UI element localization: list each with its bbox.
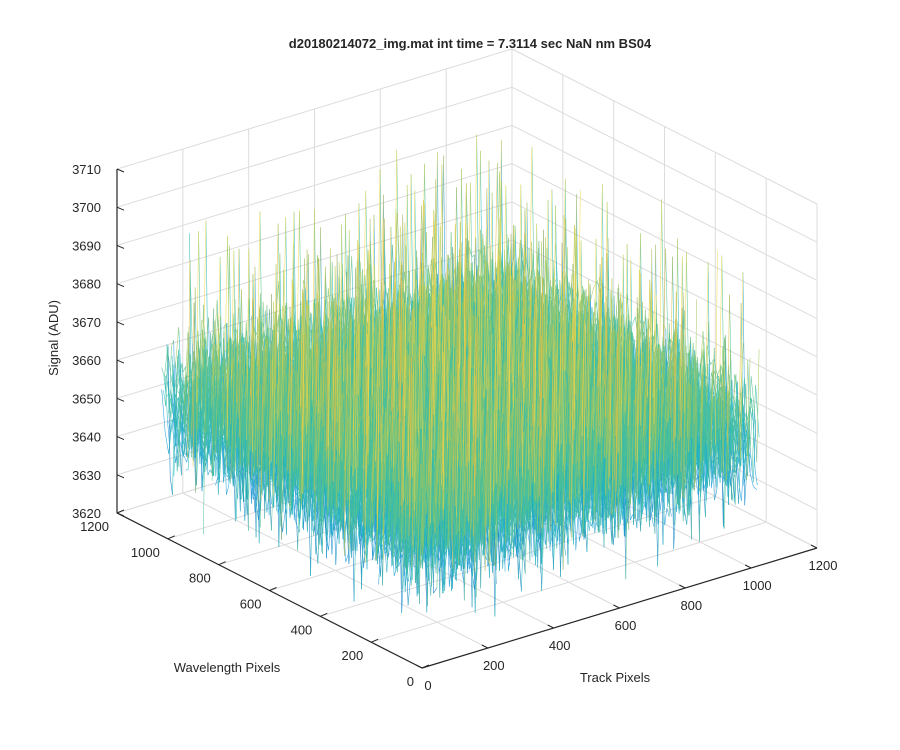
x-tick-label: 200 (483, 658, 505, 673)
x-tick-mark (679, 584, 686, 589)
z-tick-mark (116, 436, 125, 441)
z-tick-label: 3660 (72, 353, 101, 368)
y-tick-mark (167, 535, 175, 540)
x-tick-mark (613, 604, 620, 609)
y-tick-label: 200 (341, 648, 363, 663)
surface-series (196, 134, 744, 565)
grid-line (511, 48, 818, 205)
z-tick-mark (116, 321, 125, 326)
z-tick-mark (116, 512, 125, 517)
z-tick-mark (116, 397, 125, 402)
grid-line (511, 239, 818, 396)
grid-line (511, 124, 818, 281)
z-axis-label: Signal (ADU) (46, 300, 61, 376)
x-tick-label: 1200 (809, 558, 838, 573)
x-tick-label: 1000 (743, 578, 772, 593)
z-tick-label: 3690 (72, 238, 101, 253)
axes-lines (116, 168, 818, 669)
y-tick-mark (320, 612, 328, 617)
x-tick-mark (744, 564, 752, 569)
z-tick-label: 3630 (72, 468, 101, 483)
x-tick-label: 0 (424, 678, 431, 693)
z-tick-label: 3640 (72, 430, 101, 445)
y-tick-label: 1000 (131, 545, 160, 560)
z-tick-label: 3670 (72, 315, 101, 330)
y-tick-label: 1200 (80, 519, 109, 534)
tick-labels: 0 200 400 600 800 1000 1200 0 200 400 600 800 1000 12… (72, 162, 837, 693)
x-tick-mark (547, 624, 554, 629)
grid-line (511, 163, 818, 320)
grid-line (116, 201, 513, 323)
grid-line (511, 86, 818, 243)
x-tick-mark (481, 644, 489, 649)
z-tick-label: 3620 (72, 506, 101, 521)
y-axis-label: Wavelength Pixels (174, 660, 281, 675)
x-tick-mark (810, 544, 818, 549)
surface-data (161, 134, 760, 617)
x-axis-label: Track Pixels (580, 670, 651, 685)
z-tick-mark (116, 168, 125, 173)
y-tick-label: 800 (189, 571, 211, 586)
y-tick-label: 400 (291, 622, 313, 637)
x-tick-mark (415, 664, 423, 669)
z-tick-mark (116, 244, 125, 249)
z-tick-mark (116, 283, 125, 288)
grid-line (371, 521, 767, 643)
z-tick-label: 3710 (72, 162, 101, 177)
y-tick-mark (218, 561, 226, 566)
grid-line (116, 124, 513, 246)
x-tick-label: 600 (615, 618, 637, 633)
x-tick-label: 800 (680, 598, 702, 613)
y-tick-label: 0 (407, 674, 414, 689)
chart-title: d20180214072_img.mat int time = 7.3114 s… (289, 36, 652, 51)
y-tick-mark (269, 587, 277, 591)
y-tick-label: 600 (240, 597, 262, 612)
y-tick-mark (116, 509, 125, 514)
z-tick-mark (116, 359, 125, 364)
x-tick-label: 400 (549, 638, 571, 653)
z-tick-label: 3680 (72, 277, 101, 292)
y-tick-mark (421, 664, 430, 669)
z-tick-mark (116, 206, 125, 211)
grid-line (511, 201, 818, 358)
z-tick-mark (116, 474, 125, 479)
grid-line (116, 48, 513, 170)
z-tick-label: 3650 (72, 391, 101, 406)
y-tick-mark (371, 638, 379, 643)
grid-line (116, 86, 513, 208)
surface-series (187, 162, 742, 571)
z-tick-label: 3700 (72, 200, 101, 215)
